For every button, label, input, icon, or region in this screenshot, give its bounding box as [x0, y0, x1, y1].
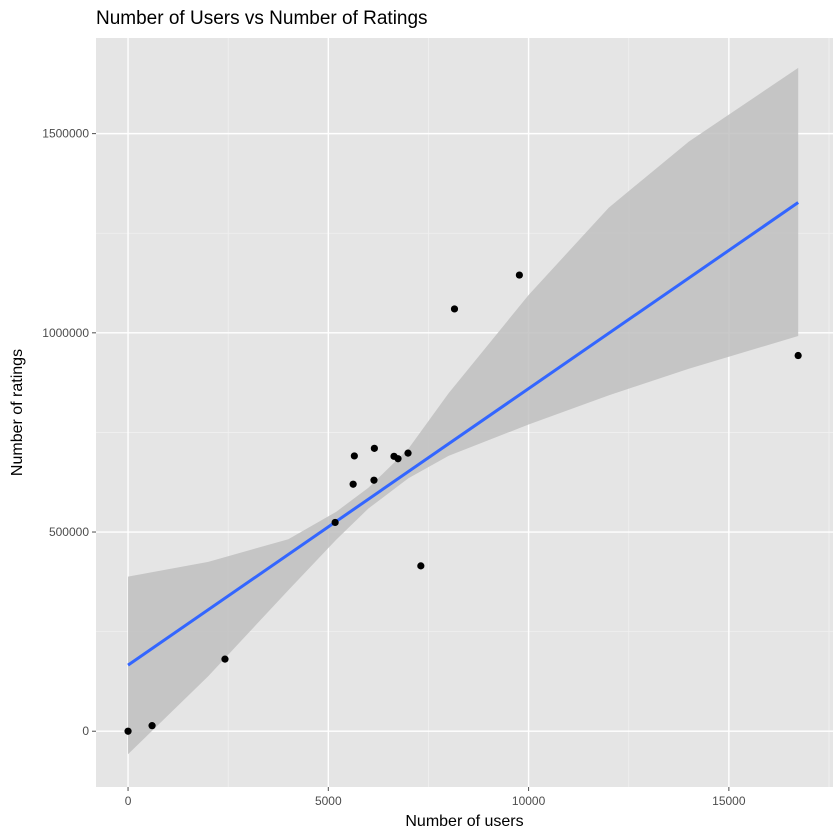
trend-line: [127, 201, 800, 667]
confidence-band-layer: [128, 67, 799, 755]
y-tick-label: 1000000: [42, 326, 89, 340]
data-point: [370, 444, 378, 452]
y-axis: 0 500000 1000000 1500000: [42, 127, 96, 738]
y-tick-label: 0: [82, 724, 89, 738]
data-point: [349, 480, 357, 488]
x-tick-label: 0: [125, 794, 132, 808]
y-tick-label: 1500000: [42, 127, 89, 141]
data-point: [148, 722, 156, 730]
data-point: [417, 562, 425, 570]
data-point: [221, 655, 229, 663]
data-point: [394, 455, 402, 463]
data-point: [404, 449, 412, 457]
x-axis: 0 5000 10000 15000: [125, 787, 746, 808]
chart-title: Number of Users vs Number of Ratings: [96, 8, 428, 29]
x-axis-title: Number of users: [405, 813, 523, 830]
points-layer: [124, 271, 802, 735]
data-point: [124, 727, 132, 735]
data-point: [350, 452, 358, 460]
y-tick-label: 500000: [49, 525, 89, 539]
x-tick-label: 10000: [512, 794, 546, 808]
x-tick-label: 15000: [712, 794, 746, 808]
trend-line-layer: [127, 201, 800, 667]
data-point: [515, 271, 523, 279]
y-axis-title: Number of ratings: [9, 349, 26, 476]
x-tick-label: 5000: [315, 794, 342, 808]
data-point: [370, 476, 378, 484]
data-point: [331, 518, 339, 527]
data-point: [450, 305, 459, 313]
confidence-band: [128, 67, 799, 755]
data-point: [794, 351, 802, 360]
